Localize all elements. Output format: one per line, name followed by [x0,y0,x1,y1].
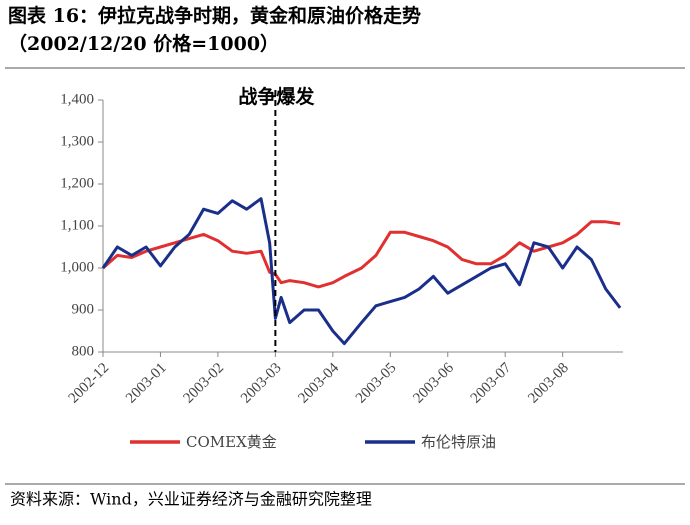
y-tick-label: 800 [72,343,95,359]
chart-subtitle: （2002/12/20 价格=1000） [8,32,279,55]
series-line [102,220,621,289]
x-tick-label: 2003-07 [468,360,515,407]
source: 资料来源：Wind，兴业证券经济与金融研究院整理 [10,490,372,509]
legend-label: 布伦特原油 [421,433,496,451]
y-tick-label: 1,000 [60,259,94,275]
y-tick-label: 1,200 [60,175,94,191]
y-tick-label: 1,300 [60,133,94,149]
x-tick-label: 2002-12 [66,360,113,407]
x-tick-label: 2003-04 [295,360,342,407]
x-tick-label: 2003-06 [410,360,457,407]
event-label: 战争爆发 [238,85,315,108]
series-line [101,197,622,346]
legend-label: COMEX黄金 [186,433,277,451]
x-tick-label: 2003-02 [181,360,228,407]
y-tick-label: 1,100 [60,217,94,233]
y-tick-label: 1,400 [60,91,94,107]
chart-title: 图表 16：伊拉克战争时期，黄金和原油价格走势 [8,4,421,27]
x-tick-label: 2003-03 [238,360,285,407]
y-tick-label: 900 [72,301,95,317]
x-tick-label: 2003-01 [123,360,170,407]
x-tick-label: 2003-05 [353,360,400,407]
x-tick-label: 2003-08 [525,360,572,407]
